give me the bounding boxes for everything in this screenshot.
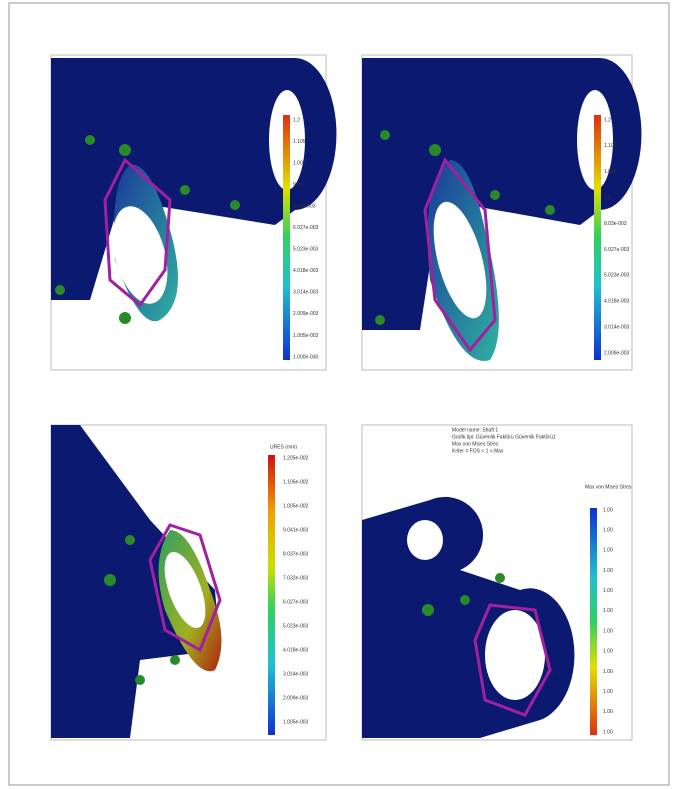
legend-label: 3.014e-003 bbox=[604, 324, 630, 330]
legend-label: 6.027e-003 bbox=[604, 247, 630, 253]
legend-label: 1.00 bbox=[603, 588, 613, 594]
legend-label: 1.000e-030 bbox=[293, 354, 319, 360]
legend-label: 6.027e-003 bbox=[283, 599, 309, 605]
legend-label: 1.00 bbox=[603, 507, 613, 513]
legend-label: 1.00 bbox=[603, 669, 613, 675]
legend-label: 1.00 bbox=[603, 689, 613, 695]
legend-label: 5.023e-003 bbox=[604, 273, 630, 279]
legend-label: 4.018e-003 bbox=[283, 647, 309, 653]
legend-label: 1.2 bbox=[604, 117, 611, 123]
legend-label: 9.0 bbox=[604, 195, 611, 201]
legend-label: 1.105 bbox=[604, 143, 617, 149]
legend-label: 1.00 bbox=[603, 528, 613, 534]
legend-label: 3.014e-003 bbox=[293, 290, 319, 296]
header-line: Model name: Shaft 1 bbox=[452, 427, 498, 433]
panel-4 bbox=[361, 424, 633, 741]
legend-label: 6.027e-003 bbox=[293, 225, 319, 231]
legend-label: 2.009e-003 bbox=[293, 311, 319, 317]
legend-label: 1.005 bbox=[604, 169, 617, 175]
legend-label: 1.00 bbox=[603, 568, 613, 574]
panel-1 bbox=[50, 54, 337, 371]
legend-label: 9.041e-003 bbox=[283, 527, 309, 533]
panel-2 bbox=[361, 54, 642, 371]
legend-label: 4.018e-003 bbox=[604, 299, 630, 305]
legend-label: 1.00 bbox=[603, 649, 613, 655]
legend-label: 4.018e-003 bbox=[293, 268, 319, 274]
legend-label: 1.005e-003 bbox=[293, 333, 319, 339]
legend-label: 2.009e-003 bbox=[283, 695, 309, 701]
legend-label: 1.005e-002 bbox=[283, 503, 309, 509]
legend-label: 1.005e-003 bbox=[283, 719, 309, 725]
legend-label: 1.00 bbox=[603, 729, 613, 735]
legend-label: 8.03e-003 bbox=[293, 204, 316, 210]
legend-label: 9.04 bbox=[293, 182, 303, 188]
legend-label: 1.00 bbox=[603, 608, 613, 614]
legend-label: 1.205e-002 bbox=[283, 455, 309, 461]
header-line: Kriter = FOS < 1 < Max bbox=[452, 448, 504, 454]
legend-title: Max von Mises Stres bbox=[585, 484, 632, 490]
legend-label: 5.023e-003 bbox=[293, 247, 319, 253]
legend-label: 1.00 bbox=[603, 709, 613, 715]
legend-label: 1.00 bbox=[603, 628, 613, 634]
legend-label: 3.014e-003 bbox=[283, 671, 309, 677]
legend-label: 1.005 bbox=[293, 160, 306, 166]
header-line: Grafik tipi: Güvenlik Faktörü Güvenlik F… bbox=[452, 434, 556, 440]
legend-title: URES (mm) bbox=[270, 444, 297, 450]
legend-label: 1.2 bbox=[293, 117, 300, 123]
legend-label: 8.037e-003 bbox=[283, 551, 309, 557]
legend-label: 1.105e-002 bbox=[283, 479, 309, 485]
panel-3 bbox=[50, 424, 327, 741]
legend-label: 5.023e-003 bbox=[283, 623, 309, 629]
legend-label: 7.032e-003 bbox=[283, 575, 309, 581]
legend-label: 8.03e-003 bbox=[604, 221, 627, 227]
legend-label: 1.00 bbox=[603, 548, 613, 554]
legend-label: 2.009e-003 bbox=[604, 350, 630, 356]
legend-label: 1.105 bbox=[293, 139, 306, 145]
header-line: Max von Mises Stres bbox=[452, 441, 499, 447]
